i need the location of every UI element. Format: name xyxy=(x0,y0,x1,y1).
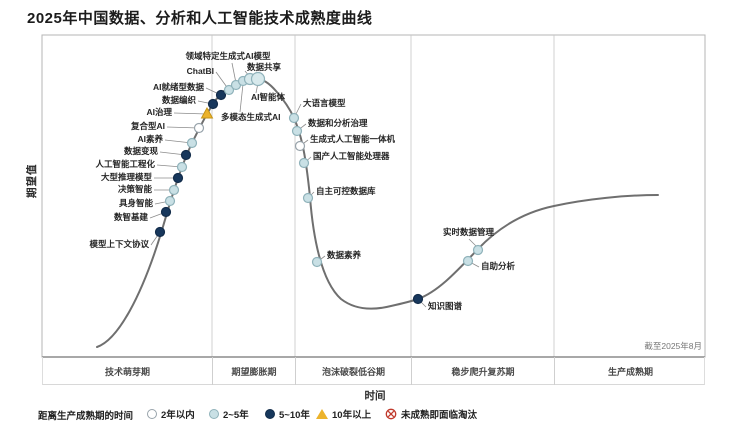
tech-point-marker xyxy=(193,122,205,134)
tech-point-marker xyxy=(298,157,310,169)
legend-item: 2年以内 xyxy=(147,407,195,421)
legend-item-label: 10年以上 xyxy=(332,410,372,421)
tech-point-marker xyxy=(412,293,424,305)
legend-item-label: 2~5年 xyxy=(223,410,249,421)
leader-line xyxy=(231,62,237,84)
phase-label-4: 稳步爬升复苏期 xyxy=(412,357,555,385)
tech-point-marker xyxy=(472,244,484,256)
tech-point-marker xyxy=(215,89,227,101)
legend-item-label: 5~10年 xyxy=(279,410,310,421)
tech-point-marker xyxy=(160,206,172,218)
tech-point-marker xyxy=(207,98,219,110)
legend: 距离生产成熟期的时间 2年以内 2~5年 5~10年 10年以上 未成熟即面临淘汰 xyxy=(0,405,750,427)
leader-line xyxy=(166,126,200,129)
phase-label-text: 技术萌芽期 xyxy=(104,366,150,377)
tech-point-marker xyxy=(180,149,192,161)
tech-point-marker xyxy=(186,137,198,149)
tech-point-marker xyxy=(172,172,184,184)
plot-frame xyxy=(41,34,706,358)
tech-point-marker xyxy=(223,84,235,96)
leader-lines xyxy=(149,62,480,308)
tech-point-marker xyxy=(200,106,214,119)
tech-point-marker xyxy=(291,125,303,137)
tech-points xyxy=(154,71,484,305)
phase-label-text: 生产成熟期 xyxy=(607,366,653,377)
legend-title: 距离生产成熟期的时间 xyxy=(38,411,134,422)
phase-label-3: 泡沫破裂低谷期 xyxy=(296,357,412,385)
tech-point-marker xyxy=(168,184,180,196)
tech-point-marker xyxy=(462,255,474,267)
tech-point-marker xyxy=(176,161,188,173)
hype-curve xyxy=(96,77,659,348)
circle-dark-icon xyxy=(265,409,275,419)
tech-point-marker xyxy=(250,71,266,87)
phase-label-text: 泡沫破裂低谷期 xyxy=(321,366,385,377)
as-of-note: 截至2025年8月 xyxy=(644,341,702,351)
x-axis-label: 时间 xyxy=(364,390,386,402)
tech-point-marker xyxy=(288,112,300,124)
legend-item-label: 未成熟即面临淘汰 xyxy=(401,410,478,421)
tech-point-marker xyxy=(311,256,323,268)
circle-light-icon xyxy=(209,409,219,419)
phase-label-text: 稳步爬升复苏期 xyxy=(451,366,515,377)
tech-point-marker xyxy=(302,192,314,204)
chart-title: 2025年中国数据、分析和人工智能技术成熟度曲线 xyxy=(27,10,373,27)
phase-label-1: 技术萌芽期 xyxy=(43,357,213,385)
triangle-yellow-icon xyxy=(316,409,328,419)
phase-label-text: 期望膨胀期 xyxy=(231,366,277,377)
legend-item: 2~5年 xyxy=(209,407,249,421)
legend-item: 未成熟即面临淘汰 xyxy=(385,407,477,421)
tech-point-marker xyxy=(294,140,306,152)
circle-white-icon xyxy=(147,409,157,419)
legend-item: 5~10年 xyxy=(265,407,310,421)
x-red-icon xyxy=(385,408,397,420)
leader-line xyxy=(239,83,244,113)
legend-item: 10年以上 xyxy=(316,407,371,421)
leader-line xyxy=(173,112,208,115)
legend-item-label: 2年以内 xyxy=(161,410,195,421)
y-axis-label: 期望值 xyxy=(26,163,38,199)
phase-band: 技术萌芽期 期望膨胀期 泡沫破裂低谷期 稳步爬升复苏期 生产成熟期 xyxy=(42,357,705,385)
tech-point-marker xyxy=(154,226,166,238)
phase-label-2: 期望膨胀期 xyxy=(213,357,296,385)
phase-label-5: 生产成熟期 xyxy=(555,357,706,385)
tech-point-marker xyxy=(164,195,176,207)
